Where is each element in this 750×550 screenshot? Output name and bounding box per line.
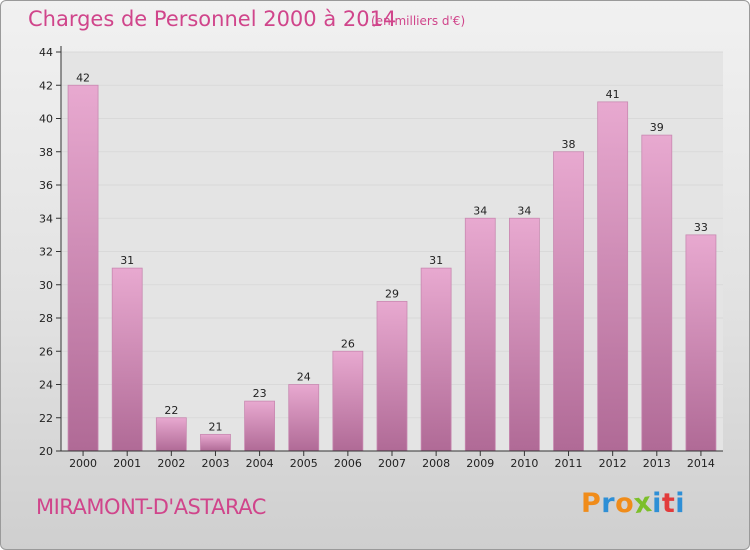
data-label-2001: 31 — [120, 254, 134, 267]
x-tick-label-2007: 2007 — [378, 457, 406, 470]
data-label-2006: 26 — [341, 337, 355, 350]
x-tick-label-2004: 2004 — [246, 457, 274, 470]
x-tick-label-2013: 2013 — [643, 457, 671, 470]
y-tick-label: 42 — [39, 79, 53, 92]
logo-letter: i — [652, 488, 662, 519]
y-tick-label: 36 — [39, 179, 53, 192]
x-tick-label-2012: 2012 — [599, 457, 627, 470]
logo-letter: r — [601, 488, 616, 519]
bar-2009 — [464, 217, 496, 452]
x-tick-label-2000: 2000 — [69, 457, 97, 470]
x-tick-label-2011: 2011 — [555, 457, 583, 470]
logo-letter: P — [581, 488, 602, 519]
x-tick-label-2001: 2001 — [113, 457, 141, 470]
bar-2013 — [641, 134, 673, 452]
proxiti-logo[interactable]: Proxiti — [581, 486, 686, 521]
bar-2005 — [288, 384, 320, 452]
data-label-2008: 31 — [429, 254, 443, 267]
bar-2004 — [244, 400, 276, 452]
x-tick-label-2006: 2006 — [334, 457, 362, 470]
bar-2014 — [685, 234, 717, 452]
bar-2012 — [597, 101, 629, 452]
data-label-2010: 34 — [517, 204, 531, 217]
y-tick-label: 26 — [39, 345, 53, 358]
chart-subtitle: (en milliers d'€) — [371, 14, 466, 28]
bar-2011 — [553, 151, 584, 452]
logo-letter: x — [632, 486, 655, 521]
bar-2010 — [508, 217, 540, 452]
bar-2002 — [155, 417, 187, 452]
y-tick-label: 24 — [39, 379, 53, 392]
y-tick-label: 38 — [39, 146, 53, 159]
bar-2008 — [420, 267, 452, 452]
logo-letter: t — [661, 488, 676, 519]
data-label-2014: 33 — [694, 221, 708, 234]
data-label-2011: 38 — [562, 138, 576, 151]
x-tick-label-2010: 2010 — [510, 457, 538, 470]
data-label-2005: 24 — [297, 371, 311, 384]
data-label-2007: 29 — [385, 287, 399, 300]
data-label-2009: 34 — [473, 204, 487, 217]
y-tick-label: 32 — [39, 246, 53, 259]
data-label-2004: 23 — [253, 387, 267, 400]
chart-title: Charges de Personnel 2000 à 2014 — [28, 7, 397, 31]
y-tick-label: 40 — [39, 113, 53, 126]
bar-2001 — [111, 267, 143, 452]
logo-letter: i — [675, 488, 686, 519]
x-tick-label-2014: 2014 — [687, 457, 715, 470]
data-label-2002: 22 — [164, 404, 178, 417]
data-label-2013: 39 — [650, 121, 664, 134]
bar-2000 — [67, 84, 99, 452]
x-tick-label-2003: 2003 — [201, 457, 229, 470]
bar-2006 — [332, 350, 364, 452]
bar-2003 — [200, 433, 231, 452]
data-label-2000: 42 — [76, 71, 90, 84]
x-tick-label-2002: 2002 — [157, 457, 185, 470]
y-tick-label: 22 — [39, 412, 53, 425]
x-tick-label-2009: 2009 — [466, 457, 494, 470]
logo-letter: o — [615, 488, 635, 519]
bar-2007 — [376, 300, 408, 452]
y-tick-label: 34 — [39, 212, 53, 225]
x-tick-label-2005: 2005 — [290, 457, 318, 470]
y-tick-label: 28 — [39, 312, 53, 325]
y-tick-label: 20 — [39, 445, 53, 458]
y-tick-label: 30 — [39, 279, 53, 292]
commune-name: MIRAMONT-D'ASTARAC — [36, 495, 266, 519]
y-tick-label: 44 — [39, 46, 53, 59]
x-tick-label-2008: 2008 — [422, 457, 450, 470]
data-label-2003: 21 — [208, 420, 222, 433]
data-label-2012: 41 — [606, 88, 620, 101]
